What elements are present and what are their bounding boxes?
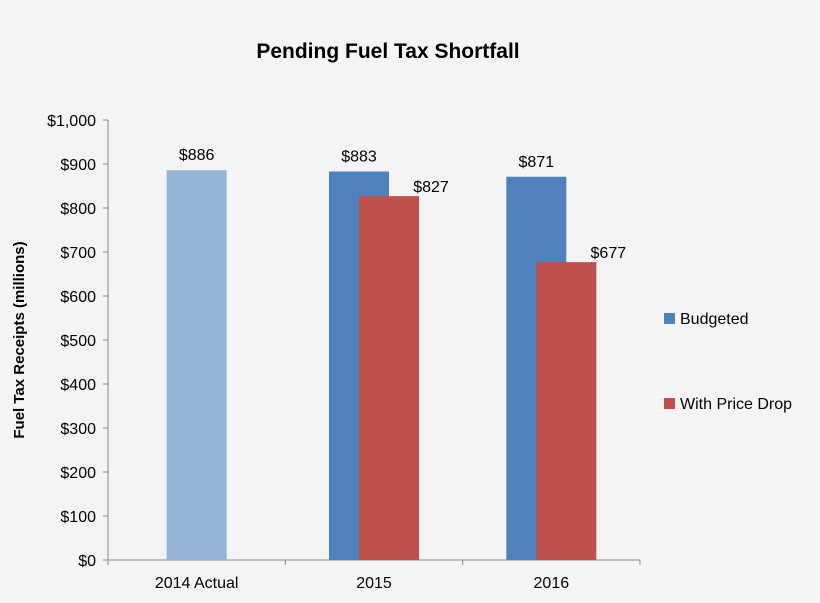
bar-with-price-drop	[359, 196, 419, 560]
x-tick-label: 2015	[356, 575, 392, 592]
legend-swatch	[664, 313, 675, 324]
legend-label: With Price Drop	[680, 396, 792, 413]
data-label: $886	[179, 147, 215, 164]
y-tick-label: $400	[60, 377, 96, 394]
data-label: $883	[341, 148, 377, 165]
y-tick-label: $600	[60, 289, 96, 306]
data-label: $827	[413, 179, 449, 196]
y-axis-label: Fuel Tax Receipts (millions)	[11, 241, 28, 438]
y-tick-label: $0	[78, 553, 96, 570]
x-tick-label: 2014 Actual	[155, 575, 239, 592]
y-tick-label: $100	[60, 509, 96, 526]
bar-with-price-drop	[536, 262, 597, 560]
y-tick-label: $700	[60, 245, 96, 262]
data-label: $871	[519, 154, 555, 171]
legend-swatch	[664, 398, 675, 409]
y-tick-label: $500	[60, 333, 96, 350]
chart-title: Pending Fuel Tax Shortfall	[256, 40, 519, 63]
data-label: $677	[591, 245, 627, 262]
bar-actual	[166, 170, 227, 560]
x-tick-label: 2016	[534, 575, 570, 592]
y-tick-label: $1,000	[47, 113, 96, 130]
y-tick-label: $300	[60, 421, 96, 438]
legend-label: Budgeted	[680, 311, 749, 328]
y-tick-label: $800	[60, 201, 96, 218]
y-tick-label: $900	[60, 157, 96, 174]
y-tick-label: $200	[60, 465, 96, 482]
